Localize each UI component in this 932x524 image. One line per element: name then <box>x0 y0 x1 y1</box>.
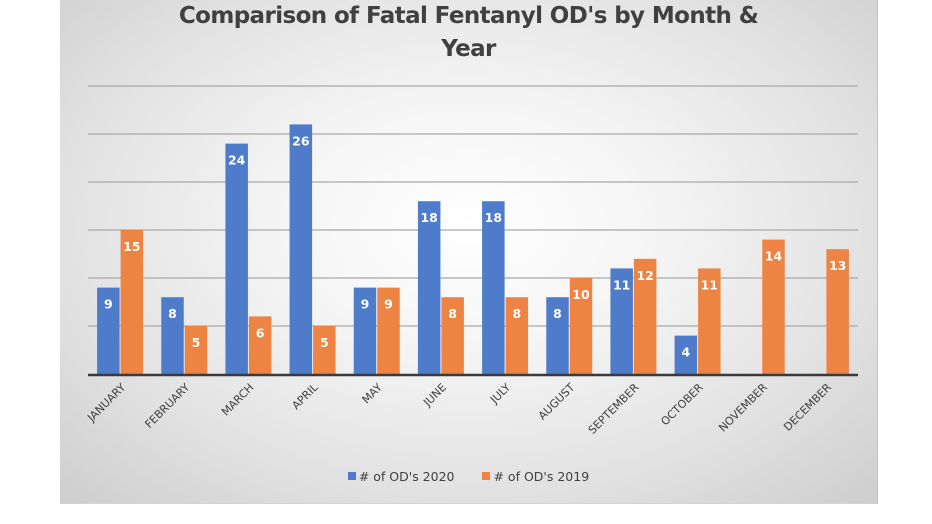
data-label: 9 <box>361 297 370 312</box>
legend-item-2020[interactable]: # of OD's 2020 <box>347 468 455 484</box>
data-label: 9 <box>384 297 393 312</box>
x-axis: JANUARY FEBRUARY MARCH APRIL MAY JUNE JULY AUGU… <box>84 373 858 437</box>
data-label: 8 <box>512 306 521 321</box>
bar-of-od-s-2019-may[interactable] <box>377 287 400 374</box>
data-label: 8 <box>168 306 177 321</box>
bar-of-od-s-2020-may[interactable] <box>353 287 377 374</box>
data-label: 14 <box>765 249 783 264</box>
x-tick-label-march: MARCH <box>219 381 257 419</box>
bar-of-od-s-2020-february[interactable] <box>161 297 184 374</box>
x-tick-label-july: JULY <box>487 381 513 407</box>
legend-item-2019[interactable]: # of OD's 2019 <box>482 469 589 484</box>
data-label: 5 <box>320 335 329 350</box>
bar-of-od-s-2019-october[interactable] <box>698 268 721 374</box>
data-label: 5 <box>192 335 201 350</box>
data-label: 26 <box>292 133 310 148</box>
bars <box>97 124 849 375</box>
x-tick-label-october: OCTOBER <box>658 381 706 429</box>
data-label: 24 <box>228 153 246 168</box>
bar-of-od-s-2020-january[interactable] <box>97 287 120 374</box>
data-label: 13 <box>829 258 846 273</box>
legend-label-2020: # of OD's 2020 <box>358 468 455 484</box>
data-label: 18 <box>485 210 502 225</box>
chart-title-line-1: Comparison of Fatal Fentanyl OD's by Mon… <box>178 3 759 29</box>
x-tick-label-december: DECEMBER <box>781 381 834 434</box>
bar-of-od-s-2020-october[interactable] <box>674 335 698 374</box>
legend: # of OD's 2020 # of OD's 2019 <box>60 468 877 484</box>
x-tick-label-november: NOVEMBER <box>716 381 770 435</box>
x-tick-label-september: SEPTEMBER <box>586 381 642 437</box>
x-tick-label-august: AUGUST <box>536 381 578 423</box>
data-label: 11 <box>701 277 718 292</box>
data-label: 10 <box>572 287 590 302</box>
gridlines <box>88 85 858 327</box>
bar-of-od-s-2019-november[interactable] <box>762 239 785 374</box>
bar-of-od-s-2019-july[interactable] <box>505 297 529 374</box>
bar-of-od-s-2019-february[interactable] <box>184 326 208 374</box>
chart-title-line-2: Year <box>441 36 496 62</box>
legend-label-2019: # of OD's 2019 <box>493 468 590 484</box>
bar-of-od-s-2019-august[interactable] <box>569 278 593 374</box>
bar-of-od-s-2019-january[interactable] <box>120 230 144 374</box>
x-tick-label-may: MAY <box>359 381 385 407</box>
x-tick-label-january: JANUARY <box>84 381 128 425</box>
bar-of-od-s-2020-july[interactable] <box>482 201 505 374</box>
bar-of-od-s-2020-april[interactable] <box>289 124 313 375</box>
chart-panel: Comparison of Fatal Fentanyl OD's by Mon… <box>60 0 878 504</box>
data-label: 12 <box>636 268 653 283</box>
data-label: 6 <box>256 325 265 340</box>
legend-swatch-2019 <box>482 472 491 480</box>
bar-of-od-s-2019-december[interactable] <box>826 249 849 374</box>
bar-of-od-s-2020-september[interactable] <box>610 268 633 374</box>
chart-title: Comparison of Fatal Fentanyl OD's by Mon… <box>60 0 877 66</box>
x-tick-label-june: JUNE <box>420 381 449 410</box>
data-label: 8 <box>448 306 457 321</box>
bar-of-od-s-2019-september[interactable] <box>633 258 657 374</box>
data-label: 8 <box>553 306 562 321</box>
data-label: 4 <box>681 345 690 360</box>
data-label: 11 <box>613 277 630 292</box>
bar-of-od-s-2019-april[interactable] <box>313 326 336 374</box>
bar-of-od-s-2019-march[interactable] <box>248 316 272 374</box>
bar-of-od-s-2020-august[interactable] <box>546 297 569 374</box>
legend-swatch-2020 <box>347 472 356 480</box>
data-label: 18 <box>420 210 437 225</box>
x-tick-label-april: APRIL <box>289 380 321 412</box>
bar-of-od-s-2019-june[interactable] <box>441 297 464 374</box>
x-tick-label-february: FEBRUARY <box>142 381 192 431</box>
bar-of-od-s-2020-march[interactable] <box>225 143 248 374</box>
data-label: 9 <box>104 297 113 312</box>
bar-of-od-s-2020-june[interactable] <box>417 201 441 374</box>
data-label: 15 <box>123 239 140 254</box>
